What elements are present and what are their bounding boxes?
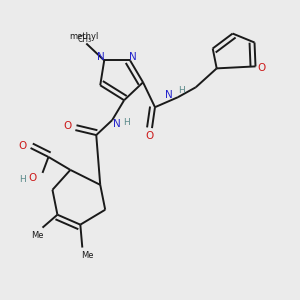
Text: O: O (19, 141, 27, 151)
Text: H: H (178, 86, 185, 95)
Text: N: N (165, 90, 173, 100)
Text: O: O (257, 63, 266, 74)
Text: N: N (98, 52, 105, 62)
Text: N: N (113, 119, 121, 129)
Text: Me: Me (81, 251, 94, 260)
Text: O: O (28, 173, 37, 183)
Text: CH₃: CH₃ (77, 34, 92, 43)
Text: H: H (123, 118, 130, 127)
Text: H: H (19, 176, 26, 184)
Text: O: O (63, 121, 71, 131)
Text: O: O (145, 131, 153, 141)
Text: methyl: methyl (70, 32, 99, 41)
Text: N: N (129, 52, 137, 62)
Text: Me: Me (31, 231, 44, 240)
